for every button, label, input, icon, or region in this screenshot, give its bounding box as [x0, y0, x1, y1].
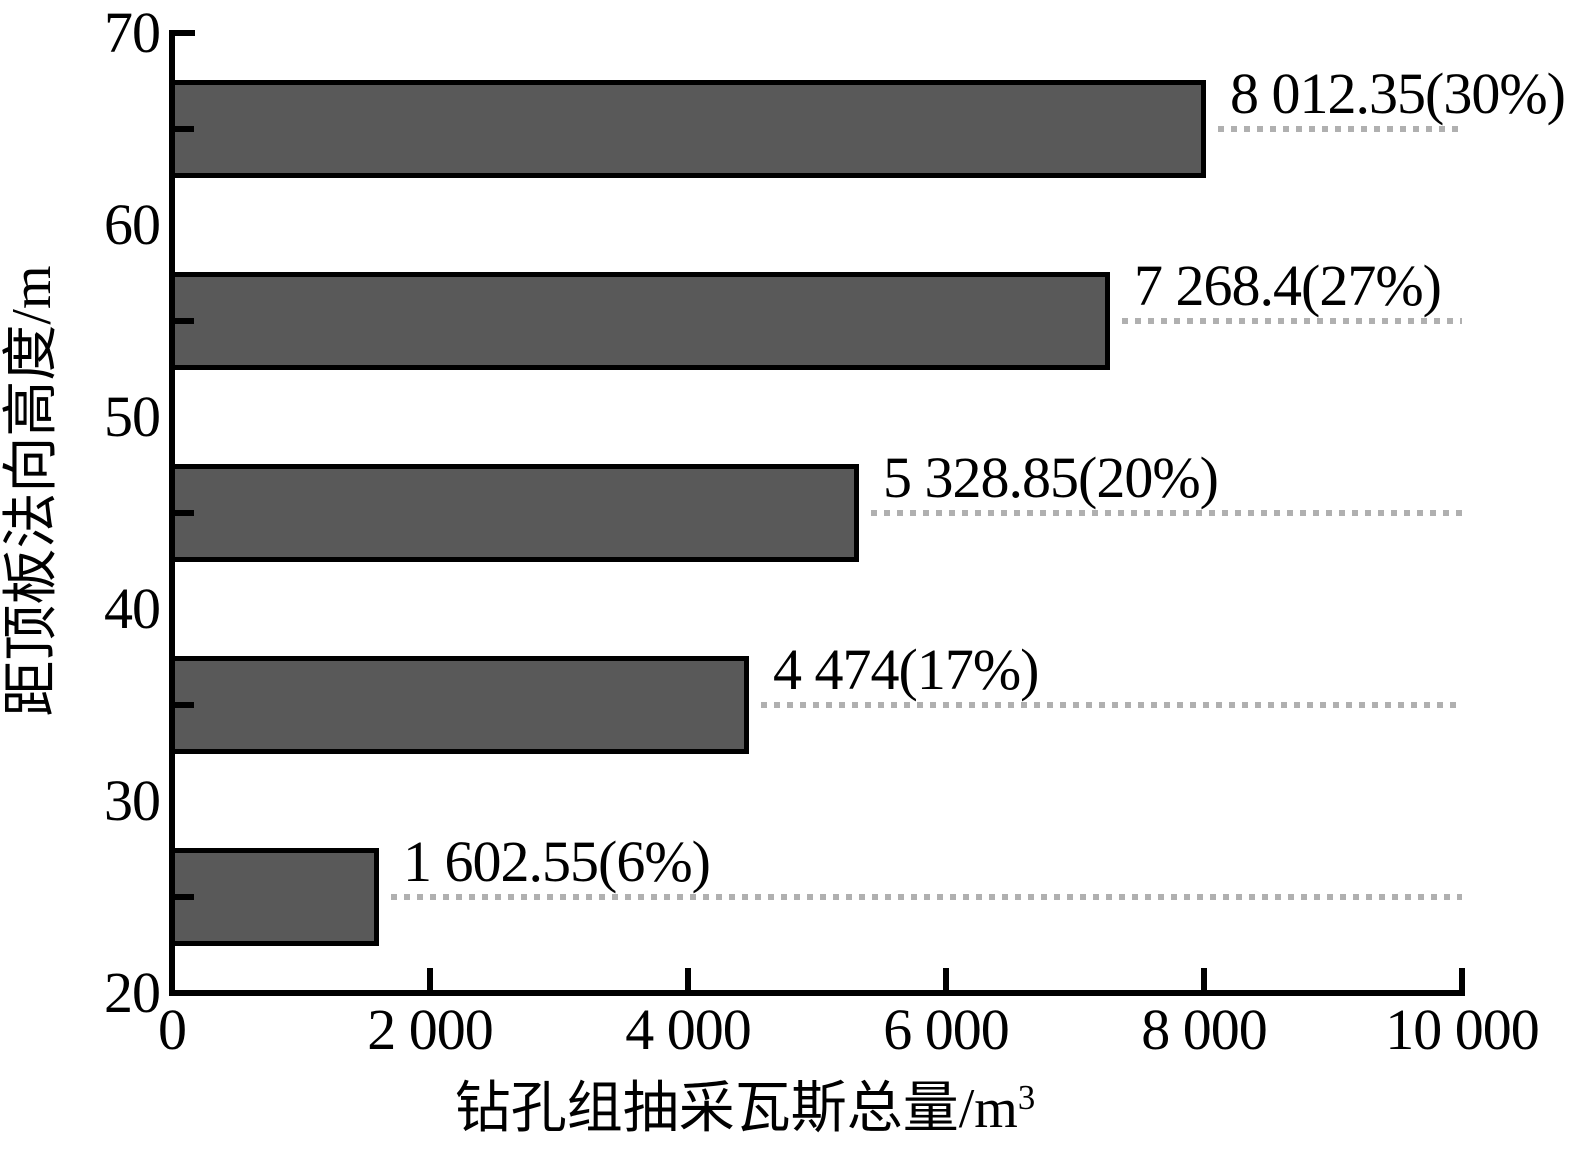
bar-value-label: 1 602.55(6%) — [403, 829, 711, 894]
leader-dotted-line — [761, 702, 1462, 708]
bar-value-label: 7 268.4(27%) — [1134, 253, 1442, 318]
bar — [169, 272, 1110, 370]
x-axis-tick — [427, 968, 433, 993]
x-tick-label: 2 000 — [367, 997, 493, 1062]
y-tick-label: 50 — [104, 384, 161, 449]
bar — [169, 80, 1206, 178]
bar — [169, 464, 859, 562]
x-tick-label: 0 — [158, 997, 187, 1062]
x-axis-title-superscript: 3 — [1017, 1078, 1036, 1117]
leader-dotted-line — [871, 510, 1462, 516]
y-tick-label: 30 — [104, 768, 161, 833]
y-axis-top-tick — [175, 30, 195, 36]
y-axis-minor-tick — [172, 894, 194, 900]
y-tick-label: 60 — [104, 192, 161, 257]
y-axis-minor-tick — [172, 510, 194, 516]
bar-value-label: 8 012.35(30%) — [1230, 61, 1566, 126]
x-axis-tick — [685, 968, 691, 993]
leader-dotted-line — [1218, 126, 1462, 132]
x-tick-label: 4 000 — [625, 997, 751, 1062]
x-axis-tick — [943, 968, 949, 993]
y-tick-label: 40 — [104, 576, 161, 641]
x-tick-label: 8 000 — [1141, 997, 1267, 1062]
x-axis-line — [169, 990, 1465, 996]
bar-value-label: 5 328.85(20%) — [883, 445, 1219, 510]
leader-dotted-line — [1122, 318, 1462, 324]
x-tick-label: 10 000 — [1385, 997, 1539, 1062]
x-tick-label: 6 000 — [883, 997, 1009, 1062]
y-tick-label: 70 — [104, 0, 161, 65]
y-axis-minor-tick — [172, 126, 194, 132]
x-axis-title-text: 钻孔组抽采瓦斯总量/m — [454, 1078, 1018, 1140]
bar — [169, 848, 379, 946]
y-tick-label: 20 — [104, 960, 161, 1025]
leader-dotted-line — [391, 894, 1462, 900]
y-axis-minor-tick — [172, 318, 194, 324]
y-axis-title: 距顶板法向高度/m — [1, 265, 63, 717]
bar — [169, 656, 749, 754]
bar-value-label: 4 474(17%) — [773, 637, 1039, 702]
x-axis-tick — [1459, 968, 1465, 993]
x-axis-tick — [1201, 968, 1207, 993]
y-axis-minor-tick — [172, 702, 194, 708]
x-axis-title: 钻孔组抽采瓦斯总量/m3 — [245, 1076, 1245, 1142]
